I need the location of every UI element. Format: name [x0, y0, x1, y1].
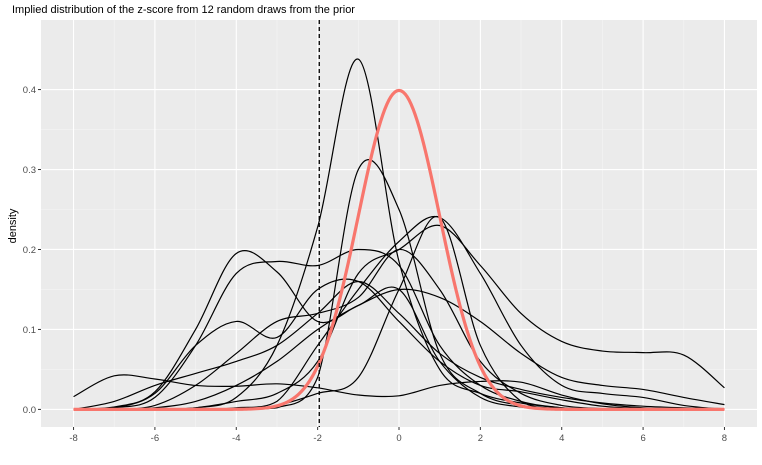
y-tick-label: 0.3 [23, 165, 36, 176]
x-tick-label: 8 [722, 433, 727, 444]
normal-reference-line [73, 88, 725, 412]
x-tick-label: 6 [640, 433, 645, 444]
density-line-12 [73, 280, 725, 410]
y-tick-label: 0.4 [23, 85, 36, 96]
y-tick-label: 0.0 [23, 405, 36, 416]
x-tick-label: 0 [396, 433, 401, 444]
y-tick-label: 0.2 [23, 245, 36, 256]
reference-normal-curve [73, 88, 725, 412]
chart-title: Implied distribution of the z-score from… [12, 4, 355, 16]
x-tick-label: 2 [478, 433, 483, 444]
density-line-11 [73, 288, 725, 411]
density-line-6 [73, 278, 725, 411]
x-tick-label: 4 [559, 433, 564, 444]
x-axis: -8 -6 -4 -2 0 2 4 6 8 [69, 427, 727, 444]
x-tick-label: -6 [151, 433, 159, 444]
x-tick-label: -8 [69, 433, 77, 444]
y-axis: 0.0 0.1 0.2 0.3 0.4 [23, 85, 41, 416]
y-axis-title: density [7, 208, 19, 243]
x-tick-label: -2 [313, 433, 321, 444]
x-tick-label: -4 [232, 433, 240, 444]
density-line-1 [73, 374, 725, 411]
y-tick-label: 0.1 [23, 325, 36, 336]
